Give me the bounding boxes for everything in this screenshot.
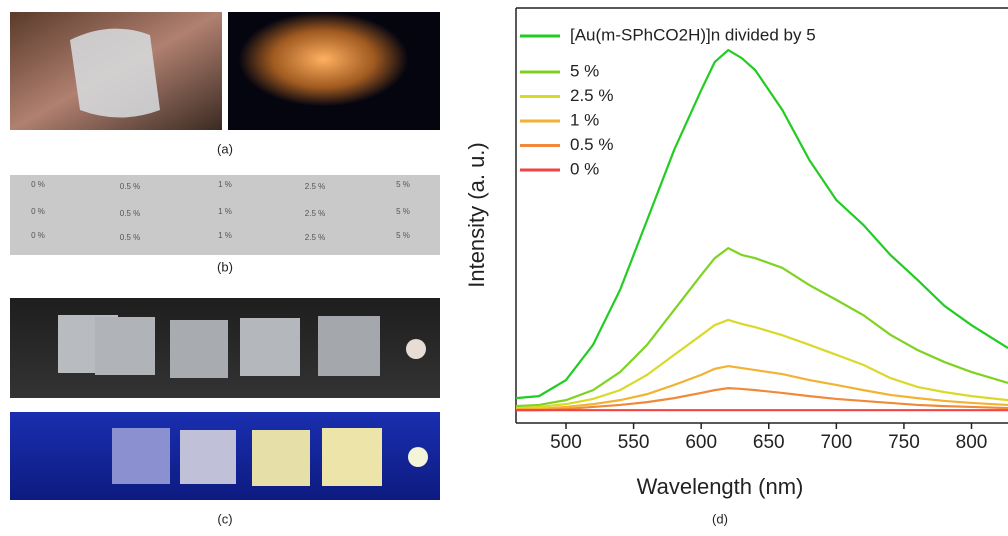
photo-label: 1 % bbox=[218, 231, 232, 240]
panel-label: (a) bbox=[217, 141, 233, 156]
legend-label: 2.5 % bbox=[570, 86, 613, 105]
legend-label: [Au(m-SPhCO2H)]n divided by 5 bbox=[570, 25, 816, 44]
powder bbox=[408, 447, 428, 467]
photo-label: 0.5 % bbox=[120, 233, 140, 242]
film bbox=[322, 428, 382, 486]
photo-label: 1 % bbox=[218, 180, 232, 189]
x-tick-label: 550 bbox=[618, 432, 650, 453]
film bbox=[240, 318, 300, 376]
y-axis-title: Intensity (a. u.) bbox=[464, 142, 489, 288]
x-tick-label: 700 bbox=[820, 432, 852, 453]
x-axis-title: Wavelength (nm) bbox=[637, 474, 804, 499]
x-tick-label: 650 bbox=[753, 432, 785, 453]
photo-label: 5 % bbox=[396, 207, 410, 216]
photo-label: 1 % bbox=[218, 207, 232, 216]
series-line bbox=[516, 366, 1008, 409]
film bbox=[112, 428, 170, 484]
photo-label: 0 % bbox=[31, 231, 45, 240]
photo-label: 2.5 % bbox=[305, 209, 325, 218]
x-tick-label: 750 bbox=[888, 432, 920, 453]
legend-label: 0.5 % bbox=[570, 135, 613, 154]
photo-label: 0.5 % bbox=[120, 182, 140, 191]
figure: (a) (b) (c) (d) Wavelength (nm) Intensit… bbox=[0, 0, 1008, 536]
panel-label: (d) bbox=[712, 511, 728, 526]
legend-label: 1 % bbox=[570, 110, 599, 129]
photo-label: 2.5 % bbox=[305, 182, 325, 191]
photo-label: 5 % bbox=[396, 180, 410, 189]
photo-label: 2.5 % bbox=[305, 233, 325, 242]
photo-label: 0.5 % bbox=[120, 209, 140, 218]
photo-label: 0 % bbox=[31, 180, 45, 189]
film bbox=[180, 430, 236, 484]
film bbox=[252, 430, 310, 486]
panel-label: (b) bbox=[217, 259, 233, 274]
film bbox=[70, 29, 160, 118]
series-line bbox=[516, 320, 1008, 408]
film bbox=[318, 316, 380, 376]
photo-label: 5 % bbox=[396, 231, 410, 240]
x-tick-label: 600 bbox=[685, 432, 717, 453]
series-line bbox=[516, 248, 1008, 406]
film bbox=[95, 317, 155, 375]
film bbox=[170, 320, 228, 378]
powder bbox=[406, 339, 426, 359]
x-tick-label: 800 bbox=[956, 432, 988, 453]
legend-label: 5 % bbox=[570, 61, 599, 80]
photo bbox=[228, 12, 440, 130]
x-tick-label: 500 bbox=[550, 432, 582, 453]
photo-label: 0 % bbox=[31, 207, 45, 216]
legend-label: 0 % bbox=[570, 159, 599, 178]
panel-label: (c) bbox=[217, 511, 232, 526]
